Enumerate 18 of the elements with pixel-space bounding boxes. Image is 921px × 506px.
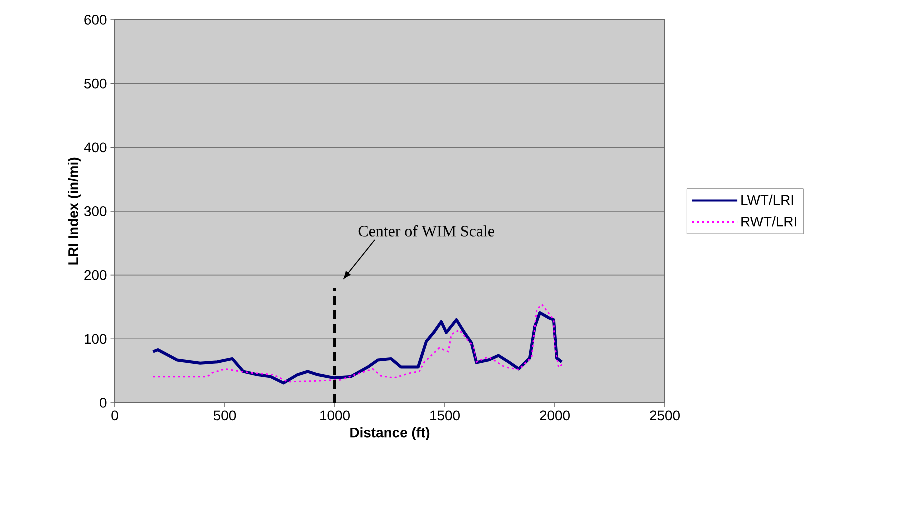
legend-label: RWT/LRI	[742, 216, 796, 227]
x-tick-label: 500	[214, 410, 236, 421]
x-tick-label: 2000	[540, 410, 570, 421]
y-tick-label: 100	[85, 334, 107, 344]
y-tick-label: 600	[84, 15, 107, 25]
x-tick-label: 0	[112, 410, 118, 421]
y-tick-label: 0	[100, 398, 107, 408]
annotation: Center of WIM Scale	[358, 225, 494, 237]
y-axis-title: LRI Index (in/mi)	[68, 158, 82, 265]
x-tick-label: 2500	[650, 410, 680, 421]
legend-label: LWT/LRI	[742, 194, 794, 206]
y-tick-label: 500	[84, 78, 107, 89]
y-tick-label: 300	[84, 206, 107, 216]
x-axis-title: Distance (ft)	[350, 427, 430, 440]
y-tick-label: 400	[84, 142, 107, 153]
x-tick-label: 1500	[430, 410, 460, 421]
x-tick-label: 1000	[320, 410, 350, 421]
y-tick-label: 200	[84, 270, 107, 280]
